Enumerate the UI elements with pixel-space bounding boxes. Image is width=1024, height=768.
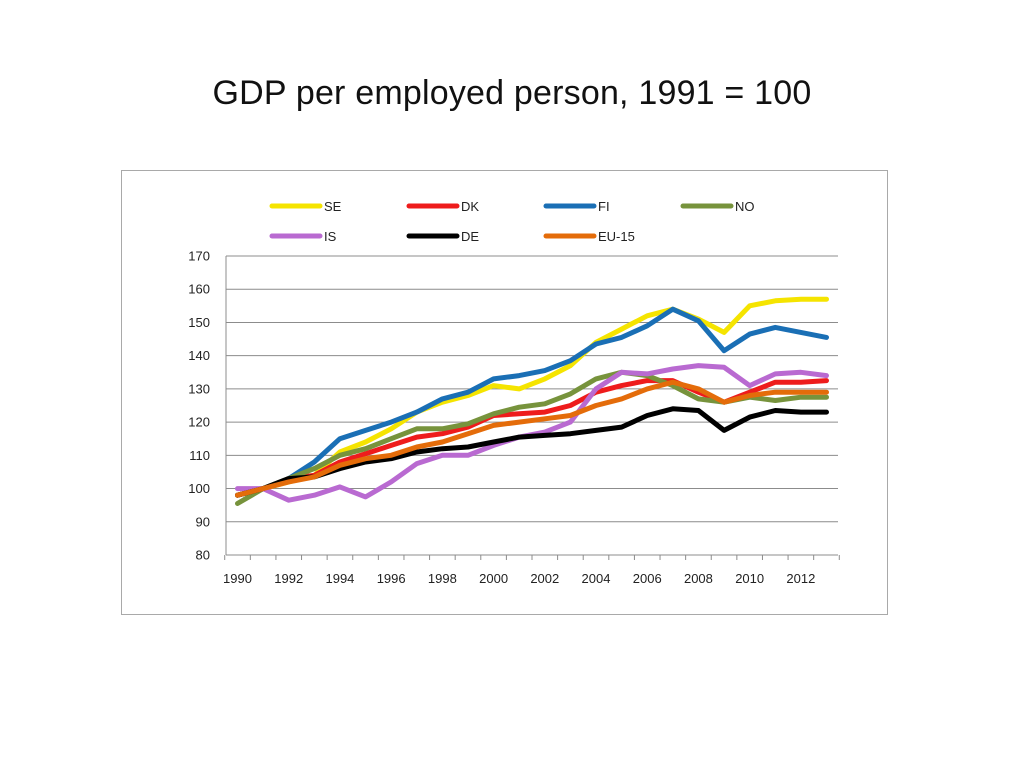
x-tick-label: 2002 (530, 571, 559, 586)
legend-label-fi: FI (598, 199, 610, 214)
y-tick-label: 80 (196, 548, 210, 563)
x-tick-label: 2010 (735, 571, 764, 586)
legend-label-dk: DK (461, 199, 479, 214)
x-tick-label: 2006 (633, 571, 662, 586)
x-tick-label: 2004 (582, 571, 611, 586)
legend-label-eu-15: EU-15 (598, 229, 635, 244)
chart-frame: 80 90 100 110 120 130 140 150 160 170 1990 1992 1994… (121, 170, 888, 615)
x-tick-label: 1996 (377, 571, 406, 586)
legend-label-is: IS (324, 229, 337, 244)
series-line-fi (235, 306, 829, 498)
y-tick-label: 120 (188, 415, 210, 430)
y-tick-label: 150 (188, 315, 210, 330)
x-tick-label: 1994 (325, 571, 354, 586)
legend-label-de: DE (461, 229, 479, 244)
legend: SE DK FI NO IS DE EU-15 (269, 199, 755, 244)
x-tick-label: 1990 (223, 571, 252, 586)
y-tick-label: 170 (188, 249, 210, 264)
y-tick-label: 160 (188, 282, 210, 297)
y-tick-label: 140 (188, 348, 210, 363)
x-tick-label: 2012 (786, 571, 815, 586)
x-tick-label: 2008 (684, 571, 713, 586)
legend-label-se: SE (324, 199, 342, 214)
y-tick-label: 90 (196, 514, 210, 529)
line-chart: 80 90 100 110 120 130 140 150 160 170 1990 1992 1994… (188, 199, 840, 586)
x-tick-label: 1992 (274, 571, 303, 586)
axes: 80 90 100 110 120 130 140 150 160 170 1990 1992 1994… (188, 249, 840, 586)
series-lines (235, 296, 829, 506)
x-tick-label: 2000 (479, 571, 508, 586)
y-tick-label: 110 (189, 448, 210, 463)
series-line-de (235, 406, 829, 498)
y-tick-label: 100 (188, 481, 210, 496)
x-tick-label: 1998 (428, 571, 457, 586)
legend-label-no: NO (735, 199, 755, 214)
slide-title: GDP per employed person, 1991 = 100 (212, 74, 812, 112)
y-tick-label: 130 (188, 381, 210, 396)
series-line-eu-15 (235, 379, 829, 498)
